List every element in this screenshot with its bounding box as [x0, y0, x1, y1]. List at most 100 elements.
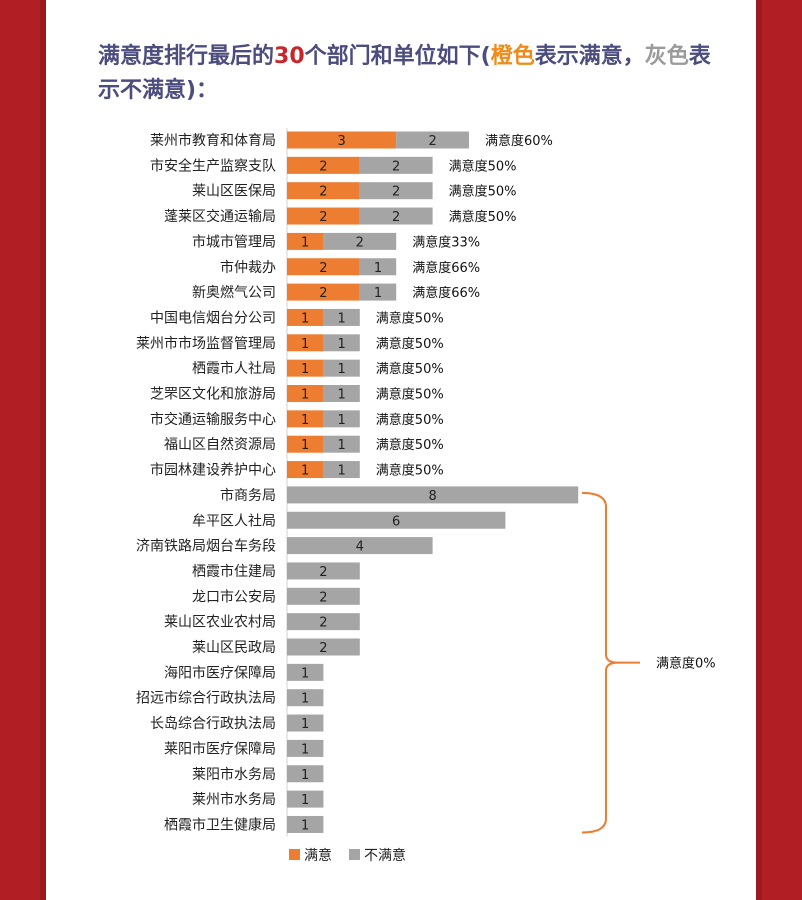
category-label: 莱山区农业农村局	[164, 615, 276, 631]
bar-value-unsatisfied: 1	[337, 311, 345, 326]
satisfaction-rate-label: 满意度50%	[376, 463, 444, 479]
bar-value-unsatisfied: 1	[337, 388, 345, 403]
bar-value-satisfied: 1	[301, 337, 309, 352]
category-label: 中国电信烟台分公司	[150, 310, 276, 326]
bar-unsatisfied	[323, 385, 360, 402]
bar-satisfied	[287, 258, 360, 276]
satisfaction-rate-label: 满意度66%	[412, 260, 480, 276]
bar-unsatisfied	[359, 182, 433, 200]
bar-unsatisfied	[287, 663, 324, 681]
category-label: 芝罘区文化和旅游局	[150, 387, 276, 403]
bar-unsatisfied	[359, 258, 397, 276]
bar-value-unsatisfied: 1	[301, 818, 309, 833]
category-label: 长岛综合行政执法局	[150, 716, 276, 732]
satisfaction-rate-label: 满意度60%	[485, 133, 553, 149]
group-satisfaction-label: 满意度0%	[656, 656, 716, 672]
bar-value-satisfied: 1	[301, 438, 309, 453]
category-label: 新奥燃气公司	[192, 284, 276, 301]
bar-value-unsatisfied: 2	[319, 590, 327, 605]
bar-unsatisfied	[323, 308, 360, 326]
title-text-3: 表示满意，	[534, 44, 645, 69]
satisfaction-rate-label: 满意度50%	[376, 437, 444, 453]
bar-value-unsatisfied: 4	[356, 540, 364, 555]
bar-unsatisfied	[287, 537, 433, 555]
satisfaction-rate-label: 满意度66%	[412, 285, 480, 301]
right-red-border	[756, 0, 802, 900]
bar-satisfied	[287, 385, 324, 402]
title-text-1: 满意度排行最后的	[98, 44, 275, 69]
category-label: 莱州市市场监督管理局	[136, 335, 276, 352]
bar-unsatisfied	[287, 714, 324, 732]
bar-satisfied	[287, 207, 360, 225]
bar-value-satisfied: 2	[319, 159, 327, 174]
category-label: 莱山区民政局	[192, 640, 276, 656]
bar-unsatisfied	[323, 461, 360, 479]
bar-unsatisfied	[396, 131, 469, 149]
bar-unsatisfied	[359, 207, 433, 225]
title-text-2: 个部门和单位如下(	[304, 44, 491, 69]
satisfaction-rate-label: 满意度50%	[376, 361, 444, 377]
category-label: 莱阳市水务局	[192, 766, 276, 783]
bar-value-satisfied: 1	[301, 362, 309, 377]
bar-satisfied	[287, 308, 324, 326]
bar-value-unsatisfied: 1	[374, 261, 382, 276]
bar-unsatisfied	[287, 689, 324, 707]
legend-swatch-satisfied	[289, 849, 300, 860]
category-label: 市城市管理局	[192, 233, 276, 250]
satisfaction-rate-label: 满意度50%	[449, 184, 517, 200]
bar-satisfied	[287, 232, 324, 250]
satisfaction-rate-label: 满意度50%	[376, 310, 444, 326]
satisfaction-rate-label: 满意度50%	[376, 387, 444, 403]
bar-unsatisfied	[323, 435, 360, 453]
bar-satisfied	[287, 359, 324, 377]
bar-satisfied	[287, 334, 324, 352]
category-label: 牟平区人社局	[192, 513, 276, 529]
bar-satisfied	[287, 410, 324, 428]
bar-unsatisfied	[359, 283, 397, 301]
bar-unsatisfied	[287, 765, 324, 783]
bar-satisfied	[287, 182, 360, 200]
bar-unsatisfied	[287, 739, 324, 757]
bar-value-unsatisfied: 1	[301, 666, 309, 681]
bar-satisfied	[287, 435, 324, 453]
bar-value-unsatisfied: 1	[337, 438, 345, 453]
bar-unsatisfied	[323, 334, 360, 352]
category-label: 龙口市公安局	[192, 588, 276, 605]
bar-unsatisfied	[287, 562, 360, 580]
category-label: 栖霞市卫生健康局	[164, 816, 276, 833]
title-number: 30	[274, 44, 305, 69]
bar-value-unsatisfied: 1	[374, 286, 382, 301]
bar-value-unsatisfied: 1	[337, 362, 345, 377]
left-red-border	[0, 0, 46, 900]
bar-value-unsatisfied: 1	[301, 793, 309, 808]
bar-value-satisfied: 2	[319, 185, 327, 200]
group-brace	[581, 491, 619, 834]
bar-value-unsatisfied: 1	[337, 337, 345, 352]
satisfaction-rate-label: 满意度50%	[449, 158, 517, 174]
bar-value-satisfied: 1	[301, 235, 309, 250]
chart-title: 满意度排行最后的30个部门和单位如下(橙色表示满意，灰色表示不满意)：	[98, 40, 728, 108]
bar-value-unsatisfied: 1	[301, 768, 309, 783]
bar-value-unsatisfied: 2	[356, 235, 364, 250]
bar-unsatisfied	[359, 156, 433, 174]
bar-unsatisfied	[323, 359, 360, 377]
category-label: 莱州市水务局	[192, 791, 276, 808]
bar-value-unsatisfied: 2	[392, 185, 400, 200]
category-label: 市园林建设养护中心	[150, 462, 276, 479]
category-label: 市商务局	[220, 487, 276, 504]
bar-unsatisfied	[287, 587, 360, 605]
bar-satisfied	[287, 156, 360, 174]
bar-value-unsatisfied: 2	[392, 159, 400, 174]
bar-satisfied	[287, 461, 324, 479]
category-label: 蓬莱区交通运输局	[164, 208, 276, 225]
bar-value-unsatisfied: 2	[319, 616, 327, 631]
bar-satisfied	[287, 131, 397, 149]
bar-value-unsatisfied: 2	[319, 641, 327, 656]
bar-unsatisfied	[287, 638, 360, 656]
title-text-4: 表示不满意)：	[98, 44, 711, 103]
category-label: 市交通运输服务中心	[150, 411, 276, 428]
bar-value-unsatisfied: 1	[301, 717, 309, 732]
category-label: 济南铁路局烟台车务段	[136, 538, 276, 555]
bar-value-satisfied: 1	[301, 413, 309, 428]
